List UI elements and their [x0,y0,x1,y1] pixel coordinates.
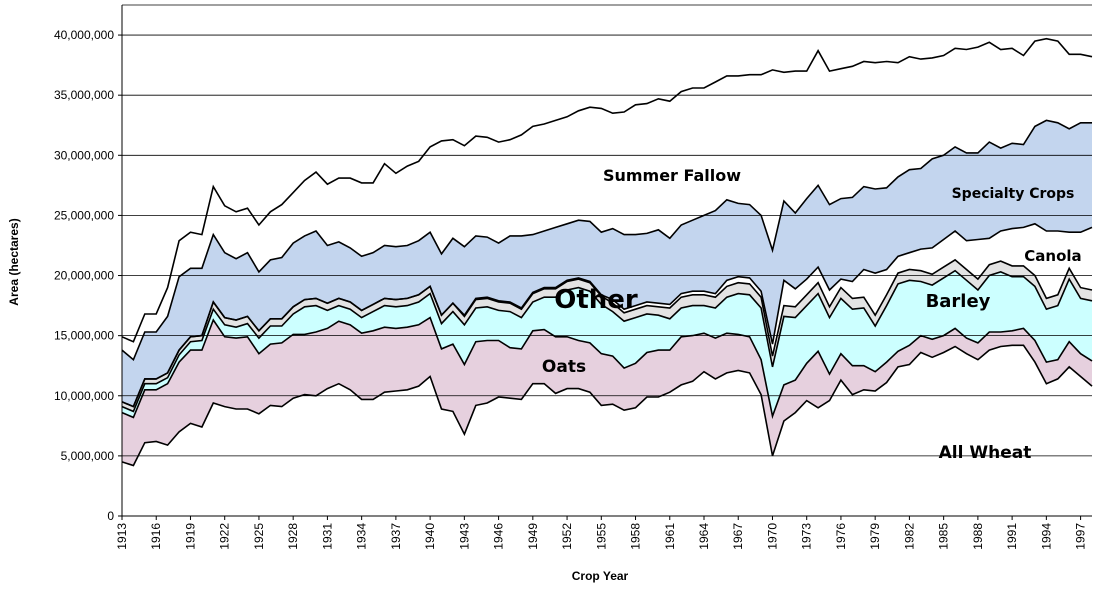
x-tick-label: 1919 [183,523,197,550]
x-tick-label: 1952 [560,523,574,550]
x-tick-label: 1985 [937,523,951,550]
x-tick-label: 1988 [971,523,985,550]
x-tick-label: 1916 [149,523,163,550]
area-boundary [121,344,1093,467]
x-tick-label: 1913 [115,523,129,550]
x-tick-label: 1931 [320,523,334,550]
series-label: Other [554,285,638,315]
x-tick-label: 1979 [868,523,882,550]
x-tick-label: 1937 [389,523,403,550]
series-label: Oats [542,357,586,377]
x-tick-label: 1943 [457,523,471,550]
x-tick-label: 1976 [834,523,848,550]
series-label: Summer Fallow [603,166,741,185]
area [122,223,1092,407]
area-boundary [121,119,1092,362]
series-label: Barley [926,291,991,312]
x-tick-label: 1922 [218,523,232,550]
x-tick-label: 1958 [629,523,643,550]
area [122,317,1092,466]
y-tick-label: 20,000,000 [54,269,114,283]
y-tick-label: 0 [107,509,114,523]
y-tick-label: 15,000,000 [54,329,114,343]
area [122,38,1092,360]
x-tick-label: 1949 [526,523,540,550]
series-label: Canola [1024,247,1081,265]
x-tick-label: 1970 [765,523,779,550]
x-tick-label: 1991 [1005,523,1019,550]
x-tick-label: 1997 [1074,523,1088,550]
x-tick-label: 1940 [423,523,437,550]
x-tick-label: 1961 [663,523,677,550]
y-tick-label: 10,000,000 [54,389,114,403]
area-boundary [121,222,1093,408]
y-tick-label: 40,000,000 [54,28,114,42]
y-tick-label: 25,000,000 [54,208,114,222]
x-tick-label: 1934 [355,523,369,550]
x-tick-label: 1994 [1039,523,1053,550]
area-boundary [121,269,1093,413]
x-tick-label: 1964 [697,523,711,550]
area [122,120,1092,407]
x-tick-label: 1946 [492,523,506,550]
y-tick-label: 35,000,000 [54,88,114,102]
x-axis-title: Crop Year [572,569,629,583]
area [122,345,1092,516]
x-tick-label: 1955 [594,523,608,550]
series-label: Specialty Crops [952,186,1075,202]
y-axis-title: Area (hectares) [7,218,21,305]
x-tick-label: 1982 [902,523,916,550]
area [122,259,1092,412]
grid [122,34,1092,457]
y-tick-label: 5,000,000 [61,449,115,463]
area-boundary [121,316,1093,420]
boundaries [121,37,1093,467]
x-tick-label: 1973 [800,523,814,550]
x-tick-label: 1928 [286,523,300,550]
x-tick-label: 1967 [731,523,745,550]
area-boundary [121,37,1093,343]
y-tick-label: 30,000,000 [54,148,114,162]
x-tick-label: 1925 [252,523,266,550]
series-label: All Wheat [939,443,1032,463]
